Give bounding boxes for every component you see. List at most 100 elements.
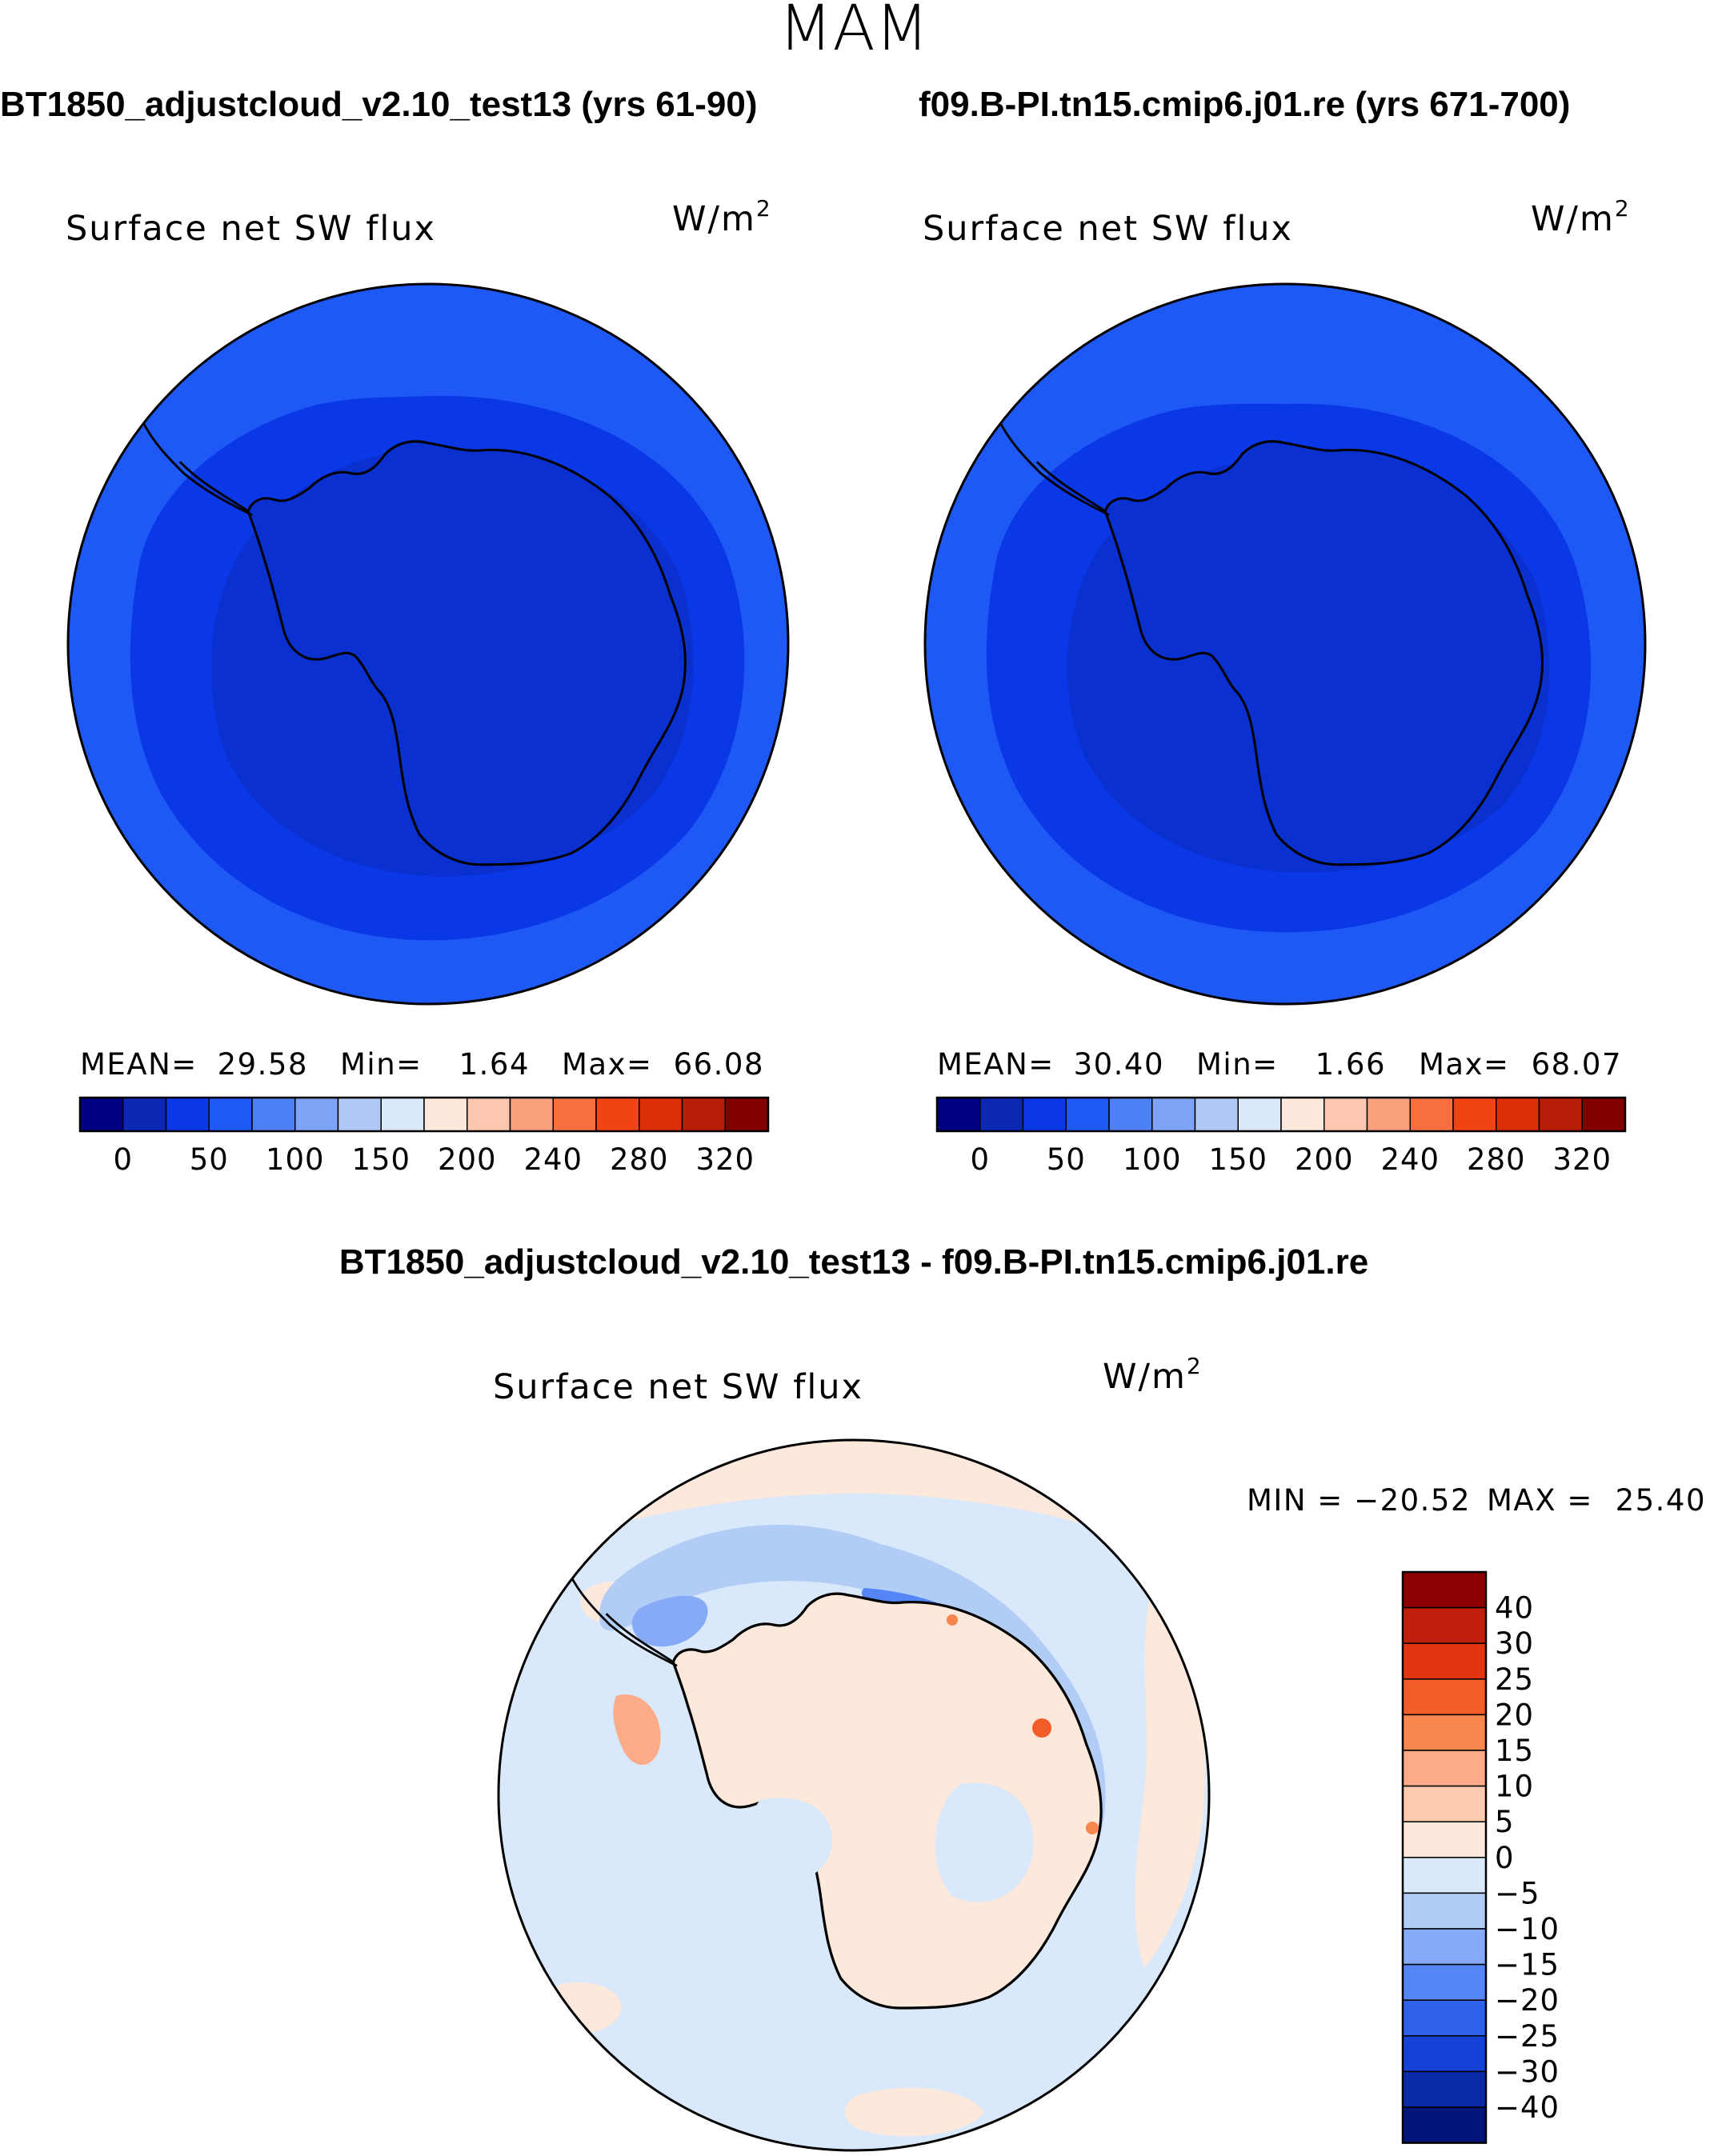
- panel-diff-colorbar-tick-label: 5: [1495, 1805, 1515, 1839]
- panel-diff-colorbar-box: [1402, 1821, 1487, 1858]
- panel-diff-units: W/m2: [1103, 1353, 1203, 1397]
- panel-a-colorbar-labels: 0 50 100 150 200 240 280 320: [113, 1142, 754, 1177]
- panel-diff-colorbar-tick-label: −15: [1495, 1948, 1560, 1982]
- panel-a-colorbar-box: [294, 1097, 339, 1132]
- panel-a-colorbar-box: [423, 1097, 468, 1132]
- panel-a-colorbar-box: [639, 1097, 683, 1132]
- panel-b-colorbar-box: [1022, 1097, 1067, 1132]
- panel-diff-colorbar-tick-label: −30: [1495, 2054, 1560, 2089]
- panel-b-mean-value: 30.40: [1074, 1047, 1164, 1082]
- panel-diff-colorbar-tick-label: 25: [1495, 1662, 1534, 1697]
- panel-b-stats: MEAN= 30.40 Min= 1.66 Max= 68.07: [937, 1047, 1622, 1082]
- panel-b-max-label: Max=: [1419, 1047, 1510, 1082]
- panel-a-map: [68, 284, 788, 1004]
- diff-negative-core: [631, 1595, 708, 1647]
- panel-a-colorbar-box: [552, 1097, 597, 1132]
- panel-a-colorbar-box: [467, 1097, 511, 1132]
- panel-b-units: W/m2: [1531, 195, 1631, 239]
- season-title: MAM: [779, 0, 929, 65]
- panel-diff-max-label: MAX =: [1487, 1483, 1593, 1518]
- panel-a-colorbar-box: [509, 1097, 554, 1132]
- panel-a-colorbar-box: [724, 1097, 769, 1132]
- panel-a-colorbar-tick-label: 150: [351, 1142, 410, 1177]
- panel-diff-colorbar-box: [1402, 2106, 1487, 2144]
- diff-positive-peninsula: [613, 1694, 661, 1766]
- diff-hotspot-coast: [1086, 1822, 1099, 1834]
- diff-positive-east: [1135, 1584, 1205, 1968]
- panel-b-colorbar-box: [1065, 1097, 1110, 1132]
- panel-b-colorbar-box: [1108, 1097, 1153, 1132]
- panel-a-colorbar-box: [681, 1097, 726, 1132]
- panel-b-colorbar-box: [1452, 1097, 1497, 1132]
- panel-b-colorbar-box: [1151, 1097, 1196, 1132]
- panel-a-map-border: [66, 282, 790, 1006]
- panel-diff-map-border: [497, 1438, 1211, 2152]
- panel-diff-colorbar-tick-label: 20: [1495, 1698, 1534, 1732]
- panel-b-colorbar-box: [1538, 1097, 1583, 1132]
- panel-b-colorbar-tick-label: 0: [970, 1142, 990, 1177]
- panel-b-colorbar-tick-label: 150: [1208, 1142, 1267, 1177]
- panel-b-max-value: 68.07: [1532, 1047, 1622, 1082]
- panel-a-colorbar-box: [208, 1097, 253, 1132]
- panel-diff-colorbar: [1401, 1570, 1488, 2144]
- panel-b-colorbar-labels: 0 50 100 150 200 240 280 320: [970, 1142, 1612, 1177]
- panel-b-colorbar-tick-label: 50: [1047, 1142, 1086, 1177]
- panel-diff-colorbar-tick-label: 40: [1495, 1591, 1534, 1626]
- panel-b-colorbar-box: [1237, 1097, 1282, 1132]
- panel-diff-min-label: MIN =: [1247, 1483, 1344, 1518]
- panel-diff-colorbar-box: [1402, 2035, 1487, 2073]
- panel-a-colorbar-box: [337, 1097, 382, 1132]
- panel-b-min-value: 1.66: [1316, 1047, 1386, 1082]
- diff-negative-coastal-band: [599, 1525, 1106, 1871]
- panel-diff-colorbar-box: [1402, 1999, 1487, 2037]
- panel-b-colorbar-tick-label: 200: [1295, 1142, 1354, 1177]
- panel-diff-colorbar-tick-label: −5: [1495, 1876, 1540, 1910]
- panel-diff-stats: MIN = −20.52 MAX = 25.40: [1247, 1483, 1706, 1518]
- panel-diff-colorbar-tick-label: −10: [1495, 1912, 1560, 1946]
- panel-a-max-value: 66.08: [674, 1047, 764, 1082]
- panel-diff-colorbar-frame: [1401, 1570, 1488, 2144]
- panel-diff-colorbar-box: [1402, 1678, 1487, 1716]
- panel-a-colorbar-box: [251, 1097, 296, 1132]
- diff-positive-south: [844, 2087, 984, 2137]
- panel-a-colorbar-tick-label: 280: [610, 1142, 669, 1177]
- panel-diff-colorbar-tick-label: 0: [1495, 1841, 1515, 1875]
- panel-a-min-value: 1.64: [459, 1047, 530, 1082]
- diff-hotspot-north: [947, 1614, 958, 1626]
- panel-b-min-label: Min=: [1196, 1047, 1279, 1082]
- panel-b-colorbar-tick-label: 240: [1380, 1142, 1440, 1177]
- panel-b-colorbar-box: [1194, 1097, 1239, 1132]
- panel-a-colorbar-box: [79, 1097, 124, 1132]
- panel-diff-units-base: W/m: [1103, 1357, 1187, 1397]
- panel-b-colorbar-box: [936, 1097, 981, 1132]
- panel-a-mean-value: 29.58: [218, 1047, 308, 1082]
- panel-b-colorbar-tick-label: 280: [1467, 1142, 1526, 1177]
- panel-b-colorbar-box: [1280, 1097, 1325, 1132]
- panel-a-stats: MEAN= 29.58 Min= 1.64 Max= 66.08: [80, 1047, 764, 1082]
- panel-diff-colorbar-box: [1402, 1857, 1487, 1894]
- panel-diff-min-value: −20.52: [1354, 1483, 1471, 1518]
- panel-a-colorbar-box: [165, 1097, 210, 1132]
- panel-a-max-label: Max=: [562, 1047, 653, 1082]
- panel-diff-colorbar-box: [1402, 2070, 1487, 2108]
- panel-a-colorbar-frame: [78, 1096, 770, 1133]
- panel-diff-colorbar-tick-label: −20: [1495, 1983, 1560, 2018]
- panel-b-colorbar-box: [1366, 1097, 1411, 1132]
- panel-diff-colorbar-box: [1402, 1892, 1487, 1930]
- panel-b-map: [925, 284, 1645, 1004]
- panel-a-colorbar-tick-label: 240: [523, 1142, 583, 1177]
- panel-diff-colorbar-box: [1402, 1642, 1487, 1680]
- panel-a-units-exp: 2: [756, 195, 772, 222]
- panel-a-colorbar-tick-label: 0: [113, 1142, 133, 1177]
- panel-a-min-label: Min=: [340, 1047, 422, 1082]
- panel-diff-colorbar-tick-label: 30: [1495, 1626, 1534, 1661]
- panel-diff-max-value: 25.40: [1616, 1483, 1706, 1518]
- panel-diff-colorbar-box: [1402, 1606, 1487, 1644]
- panel-b-units-exp: 2: [1615, 195, 1631, 222]
- panel-diff-colorbar-box: [1402, 1928, 1487, 1966]
- panel-b-mean-label: MEAN=: [937, 1047, 1055, 1082]
- panel-diff-colorbar-tick-label: 15: [1495, 1734, 1534, 1768]
- panel-diff-colorbar-box: [1402, 1963, 1487, 2001]
- panel-diff-colorbar-box: [1402, 1571, 1487, 1609]
- panel-b-colorbar-tick-label: 320: [1552, 1142, 1612, 1177]
